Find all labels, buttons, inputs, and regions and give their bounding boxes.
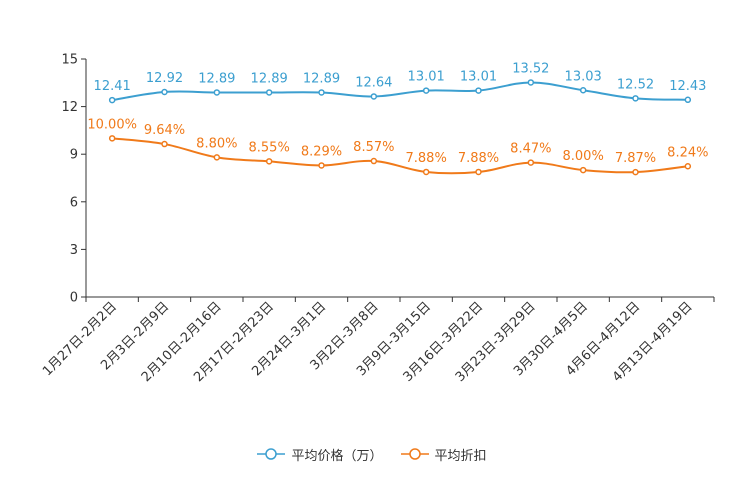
series-points <box>108 79 692 176</box>
y-tick-label: 9 <box>70 148 78 163</box>
data-label-discount: 8.24% <box>667 145 708 160</box>
y-tick-label: 15 <box>61 53 78 68</box>
data-point-discount[interactable] <box>370 157 378 165</box>
data-label-price: 12.89 <box>251 71 288 86</box>
legend-item-price[interactable]: 平均价格（万） <box>257 445 383 464</box>
data-label-price: 12.41 <box>94 79 131 94</box>
data-point-discount[interactable] <box>318 162 325 169</box>
data-point-discount[interactable] <box>213 154 221 161</box>
legend-price-icon <box>257 448 286 460</box>
data-label-discount: 10.00% <box>87 117 137 132</box>
data-point-discount[interactable] <box>108 135 116 142</box>
data-point-price[interactable] <box>527 79 535 86</box>
legend-item-discount[interactable]: 平均折扣 <box>400 445 487 464</box>
series-line-price <box>112 81 688 102</box>
data-point-price[interactable] <box>579 87 587 94</box>
data-point-discount[interactable] <box>684 163 692 170</box>
data-point-discount[interactable] <box>422 168 430 176</box>
series-labels: 12.41 12.92 12.89 12.89 12.89 12.64 13.01 13.01… <box>87 61 708 166</box>
series-line-discount <box>112 137 688 175</box>
y-tick-label: 6 <box>70 195 78 210</box>
series-lines <box>112 81 688 175</box>
data-label-discount: 7.88% <box>406 151 447 166</box>
data-point-discount[interactable] <box>527 159 535 166</box>
data-label-discount: 8.57% <box>353 140 394 155</box>
data-label-discount: 8.00% <box>563 149 604 164</box>
data-point-discount[interactable] <box>475 168 482 176</box>
data-point-price[interactable] <box>161 88 168 96</box>
data-label-discount: 8.47% <box>510 142 551 157</box>
data-point-discount[interactable] <box>632 168 639 176</box>
data-label-price: 12.89 <box>303 71 340 86</box>
data-point-price[interactable] <box>265 89 273 96</box>
data-point-price[interactable] <box>318 89 325 96</box>
data-label-discount: 8.80% <box>196 136 237 151</box>
data-label-discount: 7.87% <box>615 151 656 166</box>
data-point-discount[interactable] <box>579 166 587 174</box>
data-label-price: 13.03 <box>565 69 602 84</box>
data-point-discount[interactable] <box>161 140 168 148</box>
data-point-price[interactable] <box>108 96 116 104</box>
data-point-price[interactable] <box>632 95 639 102</box>
y-tick-label: 0 <box>70 291 78 306</box>
data-label-price: 12.89 <box>198 71 235 86</box>
y-tick-label: 3 <box>70 243 78 258</box>
data-label-price: 12.64 <box>355 75 392 90</box>
legend-discount-icon <box>400 448 429 460</box>
data-point-discount[interactable] <box>265 158 273 165</box>
legend-discount-label: 平均折扣 <box>434 448 487 464</box>
data-label-discount: 9.64% <box>144 123 185 138</box>
legend: 平均价格（万） 平均折扣 <box>0 443 744 465</box>
data-label-price: 13.52 <box>512 61 549 76</box>
axes: 036912151月27日-2月2日2月3日-2月9日2月10日-2月16日2月… <box>40 53 715 385</box>
data-point-price[interactable] <box>684 96 692 104</box>
data-label-discount: 7.88% <box>458 151 499 166</box>
data-point-price[interactable] <box>475 87 482 94</box>
data-label-price: 13.01 <box>460 70 497 85</box>
data-label-price: 12.43 <box>669 79 706 94</box>
data-label-price: 13.01 <box>408 70 445 85</box>
data-point-price[interactable] <box>370 93 378 100</box>
data-label-price: 12.92 <box>146 71 183 86</box>
legend-price-label: 平均价格（万） <box>291 448 383 464</box>
data-label-price: 12.52 <box>617 77 654 92</box>
data-label-discount: 8.55% <box>249 140 290 155</box>
data-point-price[interactable] <box>422 87 430 94</box>
data-point-price[interactable] <box>213 89 221 96</box>
data-label-discount: 8.29% <box>301 144 342 159</box>
y-tick-label: 12 <box>61 100 78 115</box>
